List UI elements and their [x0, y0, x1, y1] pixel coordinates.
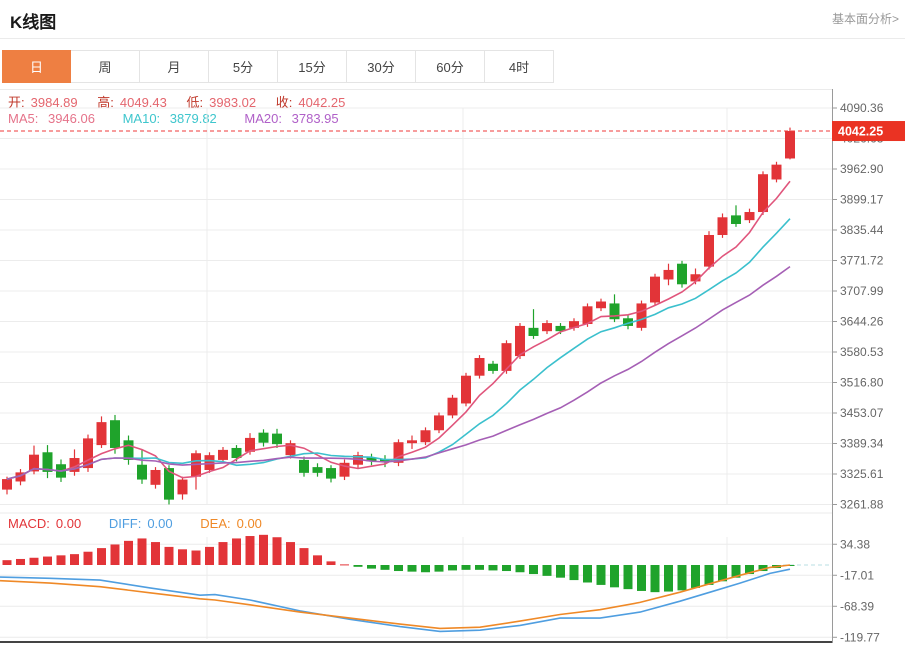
low-value: 3983.02 [209, 95, 257, 110]
low-label: 低: [186, 95, 204, 110]
tab-interval-7[interactable]: 60分 [416, 50, 485, 83]
ma-info-row: MA5: 3946.06 MA10: 3879.82 MA20: 3783.95 [8, 111, 351, 126]
macd-histogram [2, 534, 795, 593]
close-label: 收: [275, 95, 293, 110]
high-label: 高: [97, 95, 114, 110]
header-divider [0, 38, 905, 39]
macd-value-label: MACD: 0.00 [8, 516, 82, 531]
kline-chart[interactable]: 4090.364026.633962.903899.173835.443771.… [0, 89, 905, 647]
ohlc-info-row: 开: 3984.89 高: 4049.43 低: 3983.02 收: 4042.25 [8, 92, 361, 111]
svg-text:34.38: 34.38 [840, 537, 870, 551]
svg-text:-17.01: -17.01 [840, 568, 874, 582]
svg-text:3899.17: 3899.17 [840, 193, 884, 207]
diff-value-label: DIFF: 0.00 [108, 516, 173, 531]
tab-interval-6[interactable]: 30分 [347, 50, 416, 83]
svg-text:3707.99: 3707.99 [840, 284, 884, 298]
svg-text:3644.26: 3644.26 [840, 314, 884, 328]
svg-text:4042.25: 4042.25 [838, 125, 883, 139]
svg-text:3835.44: 3835.44 [840, 223, 884, 237]
macd-diff-dea-lines [0, 564, 791, 633]
svg-text:3261.88: 3261.88 [840, 498, 884, 512]
high-value: 4049.43 [119, 95, 167, 110]
ma10-label: MA10: 3879.82 [122, 111, 217, 126]
ma-lines [6, 180, 791, 480]
svg-text:3389.34: 3389.34 [840, 436, 884, 450]
interval-tabbar: 日周月 5分 15分 30分 60分 4时 [2, 50, 554, 83]
svg-text:-68.39: -68.39 [840, 599, 874, 613]
tab-interval-3[interactable]: 月 [140, 50, 209, 83]
page-title: K线图 [10, 13, 57, 32]
tab-interval-1[interactable]: 日 [2, 50, 71, 83]
svg-text:3516.80: 3516.80 [840, 375, 884, 389]
tab-interval-8[interactable]: 4时 [485, 50, 554, 83]
svg-text:-119.77: -119.77 [840, 630, 880, 644]
tab-interval-4[interactable]: 5分 [209, 50, 278, 83]
open-value: 3984.89 [30, 95, 78, 110]
tab-interval-2[interactable]: 周 [71, 50, 140, 83]
close-value: 4042.25 [298, 95, 346, 110]
macd-info-row: MACD: 0.00 DIFF: 0.00 DEA: 0.00 [8, 516, 274, 531]
ma5-label: MA5: 3946.06 [8, 111, 95, 126]
ma20-label: MA20: 3783.95 [244, 111, 339, 126]
svg-text:3325.61: 3325.61 [840, 467, 884, 481]
svg-text:3962.90: 3962.90 [840, 162, 884, 176]
tab-interval-5[interactable]: 15分 [278, 50, 347, 83]
svg-text:3771.72: 3771.72 [840, 253, 884, 267]
svg-text:3580.53: 3580.53 [840, 345, 884, 359]
dea-value-label: DEA: 0.00 [200, 516, 262, 531]
fundamental-analysis-link[interactable]: 基本面分析> [831, 12, 899, 26]
open-label: 开: [8, 95, 25, 110]
last-price-tag: 4042.25 [832, 121, 905, 142]
grid-lines [0, 89, 832, 643]
price-y-axis: 4090.364026.633962.903899.173835.443771.… [832, 89, 884, 644]
svg-text:3453.07: 3453.07 [840, 406, 884, 420]
svg-text:4090.36: 4090.36 [840, 101, 884, 115]
